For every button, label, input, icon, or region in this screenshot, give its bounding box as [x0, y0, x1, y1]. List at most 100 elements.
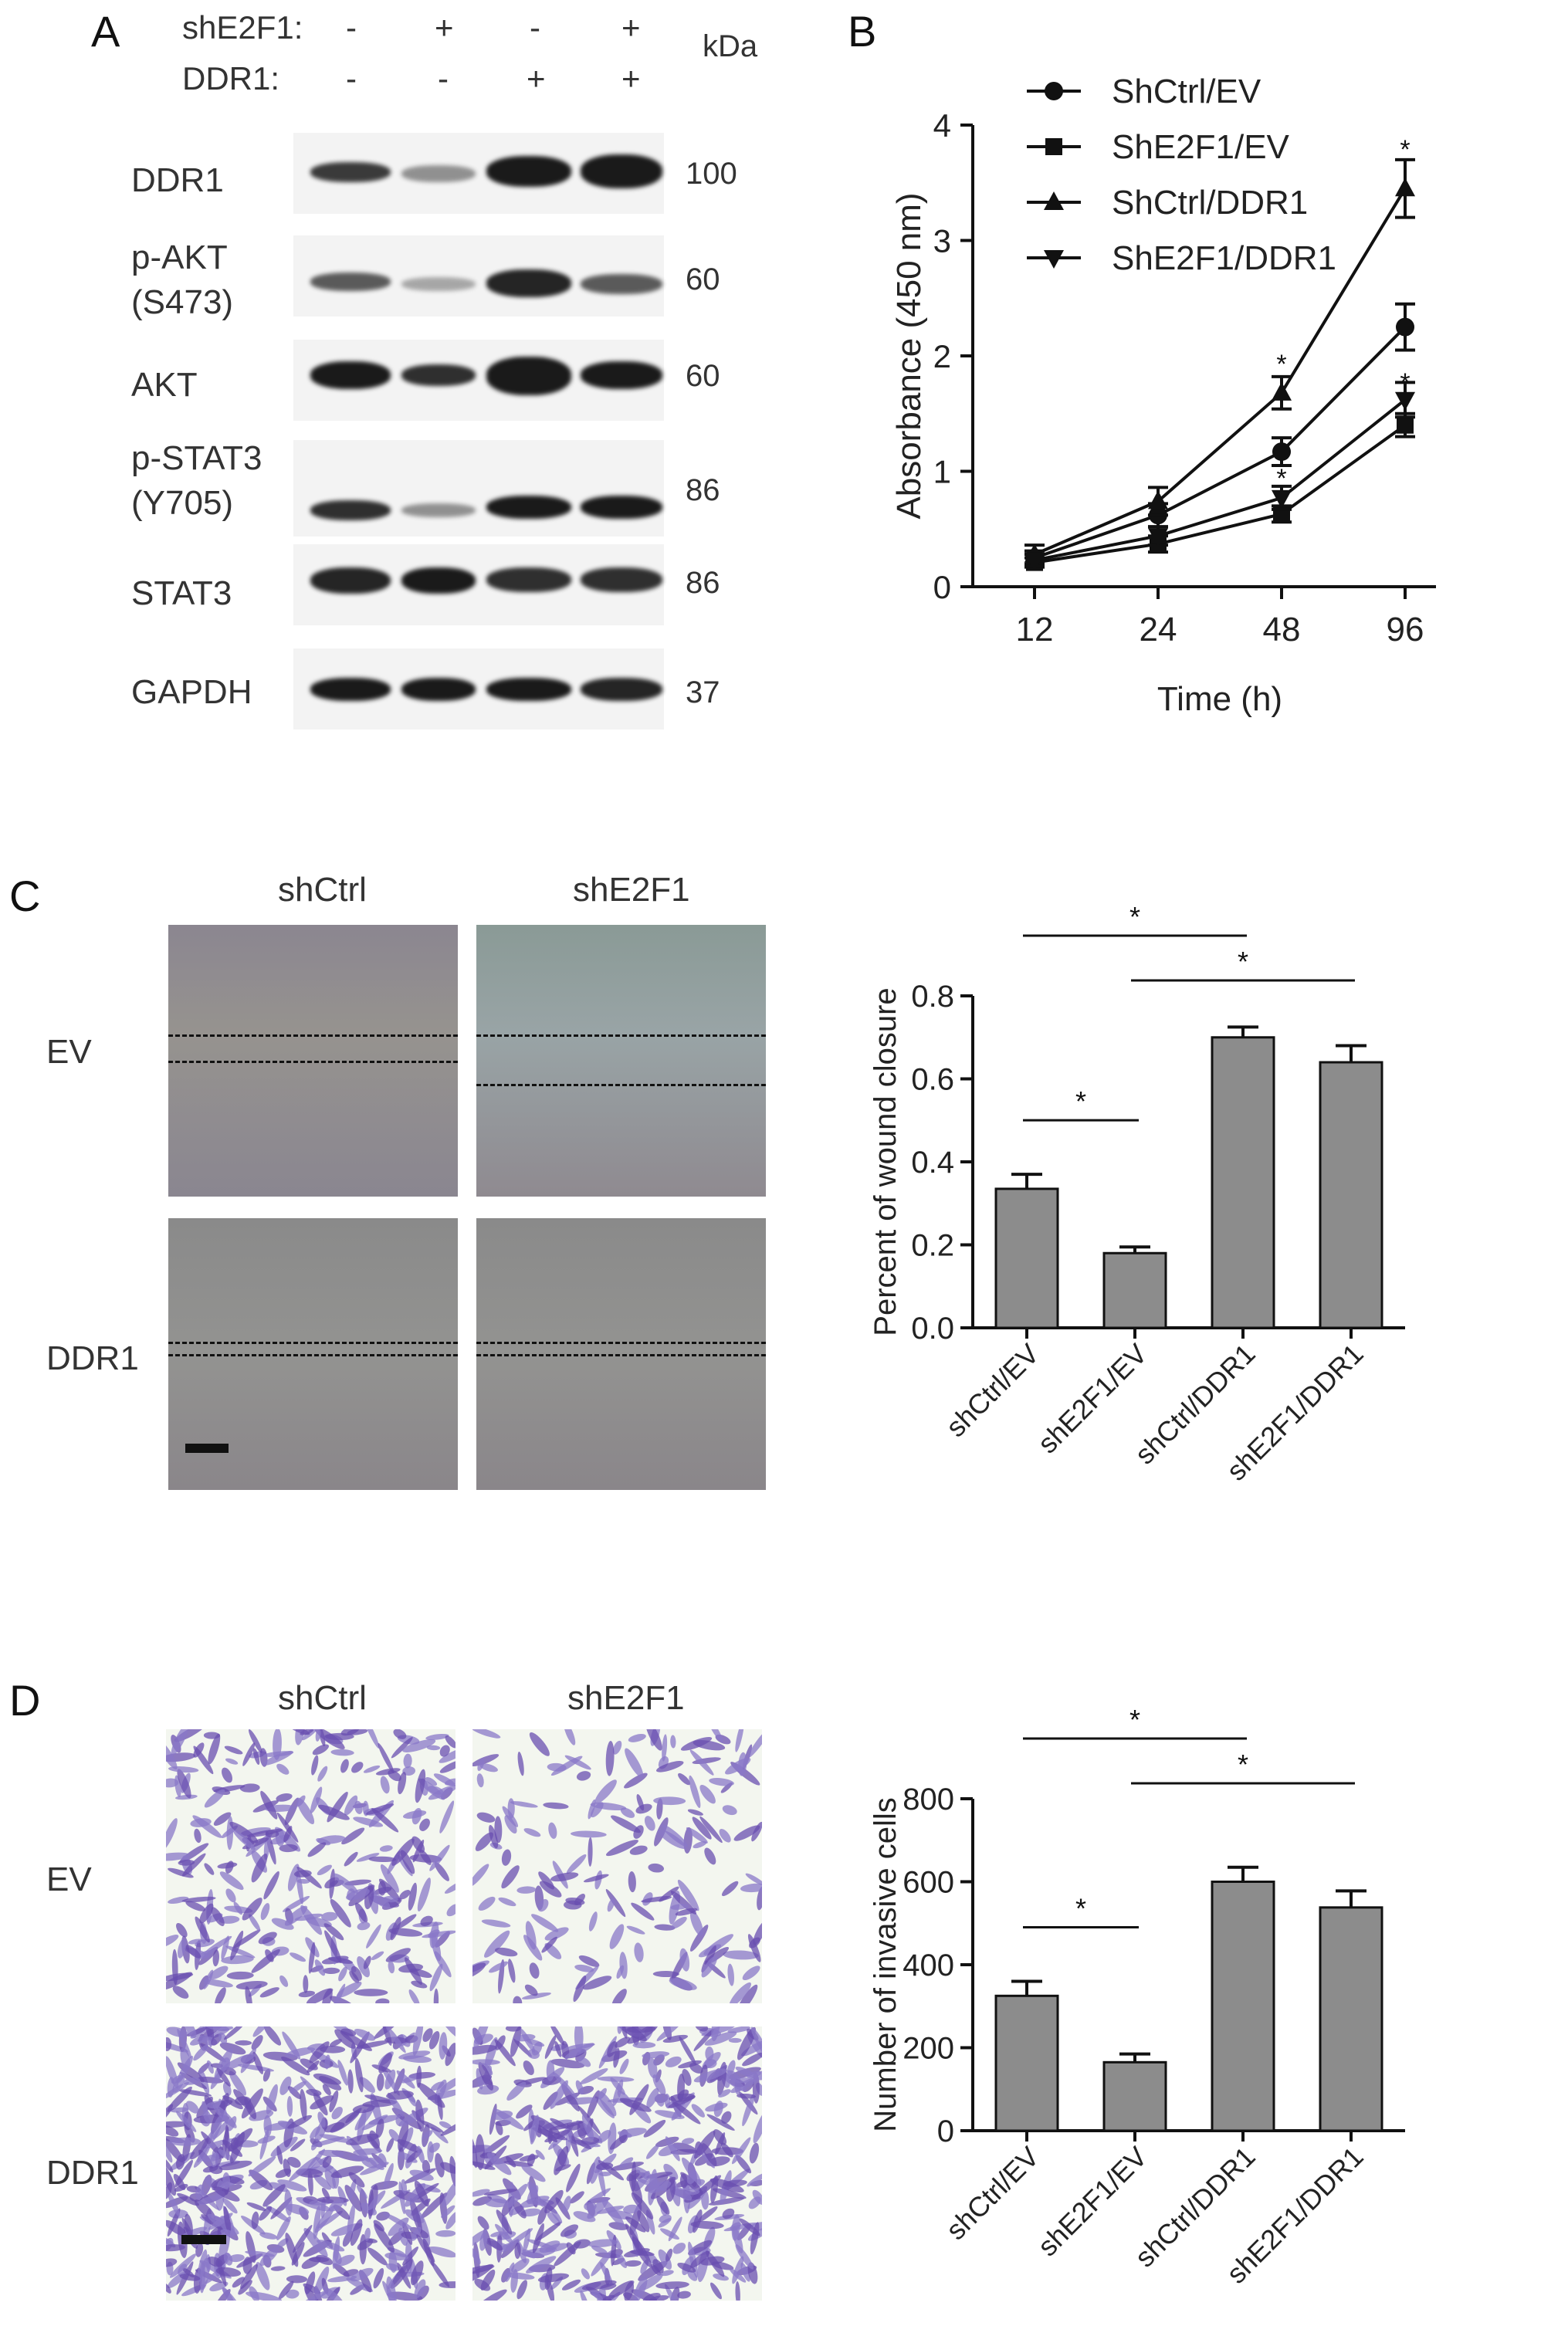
stained-cell [439, 2121, 452, 2129]
stained-cell [366, 1803, 395, 1815]
stained-cell [293, 2224, 313, 2253]
legend-marker [1044, 191, 1064, 210]
stained-cell [613, 2047, 620, 2068]
stained-cell [688, 2241, 699, 2278]
stained-cell [220, 2229, 235, 2237]
stained-cell [619, 2026, 628, 2039]
stained-cell [706, 2114, 735, 2131]
stained-cell [241, 2088, 263, 2119]
stained-cell [478, 1896, 496, 1911]
data-point [1272, 442, 1291, 462]
stained-cell [689, 2250, 710, 2268]
stained-cell [581, 2114, 594, 2141]
stained-cell [357, 1956, 370, 1978]
stained-cell [378, 1742, 395, 1774]
stained-cell [276, 2216, 291, 2240]
stained-cell [516, 1886, 537, 1894]
stained-cell [286, 2289, 300, 2299]
stained-cell [208, 1733, 221, 1765]
stained-cell [176, 1922, 188, 1938]
stained-cell [419, 1818, 430, 1831]
stained-cell [279, 1844, 298, 1853]
stained-cell [347, 2203, 355, 2236]
stained-cell [181, 1853, 206, 1877]
stained-cell [273, 1729, 282, 1760]
stained-cell [287, 2114, 313, 2129]
stained-cell [408, 1989, 420, 2003]
stained-cell [631, 2192, 654, 2219]
y-tick-label: 2 [933, 338, 951, 374]
stained-cell [725, 1757, 751, 1775]
band-label-akt: AKT [131, 366, 198, 404]
stained-cell [553, 2071, 578, 2100]
stained-cell [296, 1797, 315, 1824]
stained-cell [605, 1840, 638, 1857]
stained-cell [203, 1979, 233, 1988]
stained-cell [554, 2241, 581, 2267]
stained-cell [686, 1827, 708, 1844]
stained-cell [732, 2137, 751, 2165]
stained-cell [224, 1745, 243, 1755]
stained-cell [323, 2122, 345, 2133]
stained-cell [693, 2068, 727, 2083]
x-tick-label: 48 [1263, 611, 1301, 648]
stained-cell [520, 2028, 536, 2054]
stained-cell [584, 2202, 597, 2211]
data-point [1272, 489, 1292, 509]
stained-cell [693, 2029, 714, 2051]
stained-cell [287, 2086, 302, 2100]
stained-cell [561, 2279, 581, 2291]
stained-cell [409, 2169, 434, 2181]
stained-cell [356, 1853, 380, 1862]
stained-cell [611, 1989, 627, 2003]
stained-cell [425, 1777, 438, 1786]
stained-cell [402, 1739, 436, 1752]
stained-cell [242, 1742, 256, 1766]
stained-cell [166, 2143, 173, 2163]
stained-cell [206, 2060, 214, 2074]
sign-r2-c4: + [621, 60, 641, 96]
stained-cell [472, 2059, 500, 2066]
stained-cell [408, 1882, 418, 1911]
stained-cell [318, 2149, 345, 2158]
stained-cell [422, 2028, 433, 2043]
stained-cell [550, 2206, 563, 2223]
stained-cell [574, 2026, 584, 2053]
stained-cell [521, 1992, 551, 1999]
stained-cell [388, 1960, 395, 1974]
stained-cell [636, 2178, 668, 2192]
stained-cell [517, 1751, 524, 1776]
invasion-image-she2f1-ev [472, 1729, 762, 2003]
stained-cell [175, 2111, 197, 2132]
stained-cell [646, 2087, 659, 2108]
stained-cell [740, 1883, 762, 1893]
stained-cell [260, 1790, 278, 1820]
stained-cell [233, 1901, 243, 1915]
stained-cell [374, 2223, 395, 2253]
stained-cell [484, 1930, 510, 1958]
stained-cell [388, 2129, 400, 2142]
legend-label: ShCtrl/DDR1 [1112, 184, 1308, 222]
stained-cell [446, 1904, 455, 1917]
stained-cell [625, 2216, 646, 2233]
stained-cell [412, 1840, 425, 1863]
stained-cell [489, 1961, 509, 1973]
stained-cell [177, 2192, 199, 2206]
stained-cell [378, 2053, 392, 2074]
stained-cell [611, 1815, 641, 1833]
stained-cell [177, 1938, 187, 1959]
scale-bar-invasion [181, 2235, 226, 2244]
panel-d-label: D [9, 1676, 41, 1725]
stained-cell [591, 2245, 608, 2254]
stained-cell [704, 1847, 716, 1865]
stained-cell [526, 2256, 557, 2274]
stained-cell [384, 2069, 396, 2090]
stained-cell [344, 1795, 358, 1816]
stained-cell [740, 2262, 750, 2282]
invasive-cells-bar [1102, 2060, 1167, 2132]
stained-cell [626, 2169, 641, 2182]
wound-image-shctrl-ev [168, 925, 458, 1197]
stained-cell [166, 1778, 179, 1788]
stained-cell [672, 2243, 686, 2254]
stained-cell [319, 2134, 353, 2143]
